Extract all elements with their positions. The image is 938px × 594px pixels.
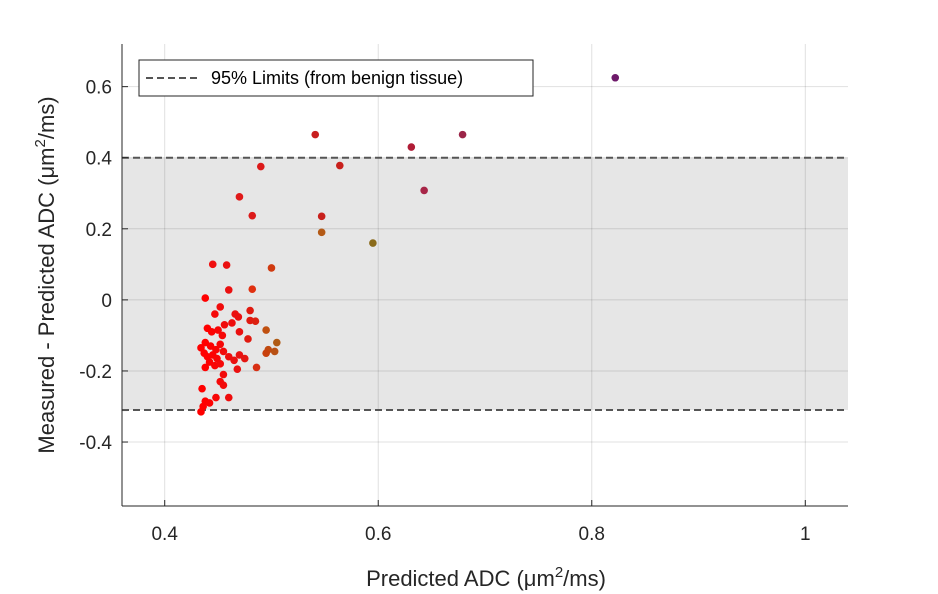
x-axis-title-sup: 2 <box>555 564 563 581</box>
data-point-19 <box>211 310 219 318</box>
y-axis-title-pre: Measured - Predicted ADC (μm <box>34 148 59 454</box>
data-point-12 <box>208 260 217 269</box>
y-tick-label-5: 0.6 <box>86 78 112 99</box>
y-tick-label-3: 0.2 <box>86 220 112 241</box>
data-point-50 <box>235 351 244 359</box>
data-points <box>197 73 620 416</box>
y-tick-label-2: 0 <box>101 291 112 312</box>
y-axis-title-sup: 2 <box>32 139 49 147</box>
y-tick-label-1: -0.2 <box>79 362 112 383</box>
data-point-9 <box>256 162 265 171</box>
data-point-41 <box>216 340 225 349</box>
y-axis-title-post: /ms) <box>34 96 59 139</box>
data-point-58 <box>219 370 228 379</box>
data-point-36 <box>262 349 270 357</box>
data-point-30 <box>218 331 227 340</box>
x-axis-title-post: /ms) <box>563 566 606 591</box>
data-point-1 <box>458 130 467 139</box>
data-point-37 <box>244 335 252 343</box>
data-point-48 <box>224 352 233 361</box>
data-point-51 <box>240 354 249 363</box>
data-point-13 <box>222 261 231 269</box>
y-tick-labels: -0.4 -0.2 0 0.2 0.4 0.6 <box>79 78 112 454</box>
data-point-52 <box>205 358 214 366</box>
data-point-29 <box>214 326 222 334</box>
y-tick-label-4: 0.4 <box>86 149 113 170</box>
data-point-2 <box>407 143 416 151</box>
data-point-31 <box>235 328 244 336</box>
data-point-14 <box>267 264 276 272</box>
data-point-7 <box>317 228 326 237</box>
data-point-15 <box>201 294 210 302</box>
data-point-0 <box>611 73 620 82</box>
data-point-4 <box>311 130 320 139</box>
data-point-67 <box>197 408 205 416</box>
data-point-25 <box>228 319 236 327</box>
legend-box <box>138 59 534 97</box>
data-point-11 <box>248 211 257 220</box>
data-point-28 <box>207 328 216 336</box>
limits-band <box>122 157 848 411</box>
x-tick-label-1: 0.6 <box>365 524 391 545</box>
data-point-8 <box>369 239 377 247</box>
data-point-56 <box>233 365 242 373</box>
data-point-35 <box>270 347 279 356</box>
data-point-65 <box>205 399 214 407</box>
data-point-60 <box>219 381 228 389</box>
data-point-22 <box>246 306 254 315</box>
data-point-61 <box>198 384 206 393</box>
axes <box>121 44 848 507</box>
x-tick-label-3: 1 <box>800 524 811 545</box>
data-point-62 <box>212 393 220 402</box>
data-point-54 <box>216 360 225 368</box>
data-point-32 <box>262 326 270 334</box>
x-tick-label-0: 0.4 <box>151 524 178 545</box>
data-point-5 <box>336 161 344 170</box>
data-point-38 <box>201 338 210 347</box>
x-tick-labels: 0.4 0.6 0.8 1 <box>151 524 810 545</box>
data-point-6 <box>317 212 326 221</box>
data-point-10 <box>235 193 244 201</box>
data-point-63 <box>224 393 233 402</box>
data-point-49 <box>230 356 238 365</box>
data-point-39 <box>206 342 215 350</box>
legend-label: 95% Limits (from benign tissue) <box>211 68 463 88</box>
legend: 95% Limits (from benign tissue) <box>138 59 534 97</box>
x-tick-label-2: 0.8 <box>579 524 605 545</box>
x-axis-title: Predicted ADC (μm2/ms) <box>366 564 606 591</box>
data-point-24 <box>251 317 260 326</box>
data-point-26 <box>220 320 229 329</box>
data-point-21 <box>234 313 243 321</box>
y-tick-label-0: -0.4 <box>79 433 112 454</box>
plot-area: 0.4 0.6 0.8 1 -0.4 -0.2 0 0.2 0.4 0.6 <box>79 44 848 545</box>
data-point-17 <box>224 286 233 294</box>
data-point-18 <box>216 303 225 311</box>
data-point-3 <box>420 186 428 195</box>
data-point-47 <box>219 347 228 356</box>
y-axis-title: Measured - Predicted ADC (μm2/ms) <box>32 96 59 453</box>
data-point-16 <box>248 285 257 294</box>
data-point-33 <box>273 338 281 347</box>
x-axis-title-pre: Predicted ADC (μm <box>366 566 555 591</box>
data-point-55 <box>201 363 210 372</box>
data-point-57 <box>252 363 261 372</box>
